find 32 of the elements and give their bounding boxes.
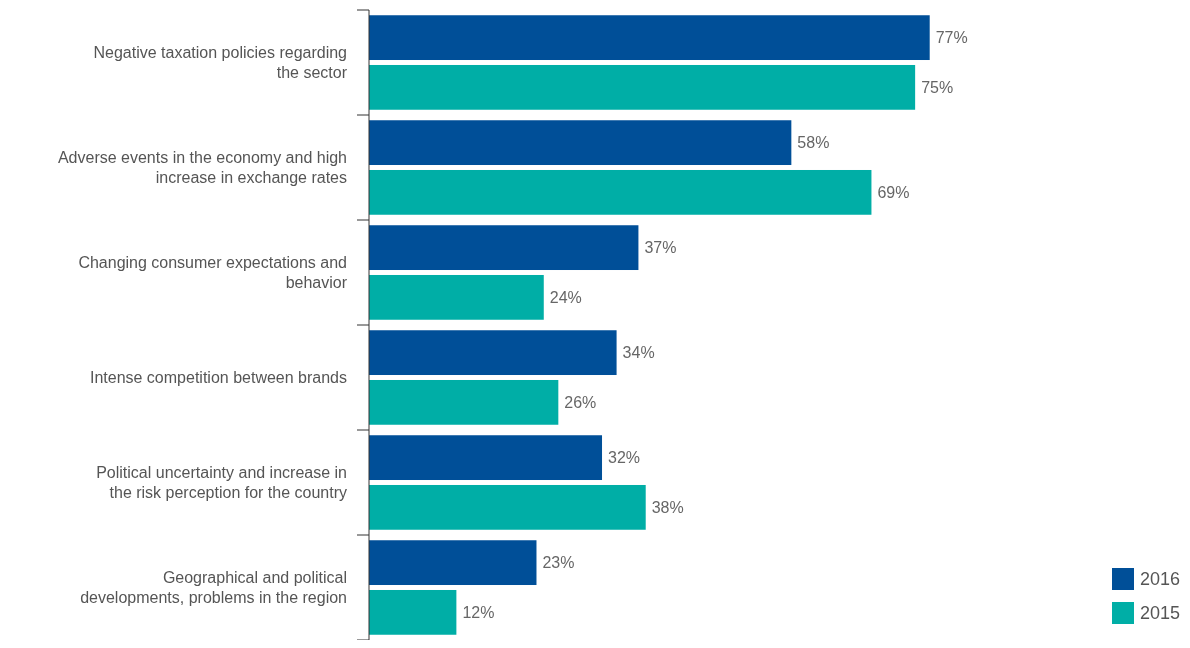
bar	[369, 225, 639, 271]
data-label: 26%	[564, 393, 597, 411]
bar	[369, 274, 544, 320]
data-label: 24%	[549, 288, 582, 306]
bar	[369, 484, 646, 530]
y-tick-label: Adverse events in the economy and high increase in exchange rates	[57, 149, 347, 187]
bar	[369, 120, 792, 166]
data-label: 12%	[462, 603, 495, 621]
data-label: 69%	[877, 183, 910, 201]
legend-label: 2016	[1140, 569, 1181, 590]
data-label: 77%	[935, 29, 968, 47]
bar	[369, 379, 559, 425]
y-tick-label: Political uncertainty and increase in the risk perception for the country	[96, 464, 347, 502]
bar	[369, 15, 930, 61]
data-label: 75%	[921, 78, 954, 96]
bar	[369, 540, 537, 586]
data-label: 38%	[651, 498, 684, 516]
data-label: 34%	[622, 344, 655, 362]
bar	[369, 64, 916, 110]
y-tick-label: Negative taxation policies regarding the sector	[93, 44, 348, 82]
bar	[369, 435, 603, 481]
data-label: 37%	[644, 239, 677, 257]
y-tick-label: Changing consumer expectations and behavior	[78, 254, 348, 292]
data-label: 32%	[608, 449, 641, 467]
bar	[369, 589, 457, 635]
bar	[369, 330, 617, 376]
y-tick-label: Geographical and political developments, problems in the region	[80, 569, 347, 607]
y-tick-label: Intense competition between brands	[89, 369, 347, 387]
data-label: 58%	[797, 134, 830, 152]
legend-label: 2015	[1140, 603, 1181, 624]
bar	[369, 169, 872, 215]
data-label: 23%	[542, 554, 575, 572]
